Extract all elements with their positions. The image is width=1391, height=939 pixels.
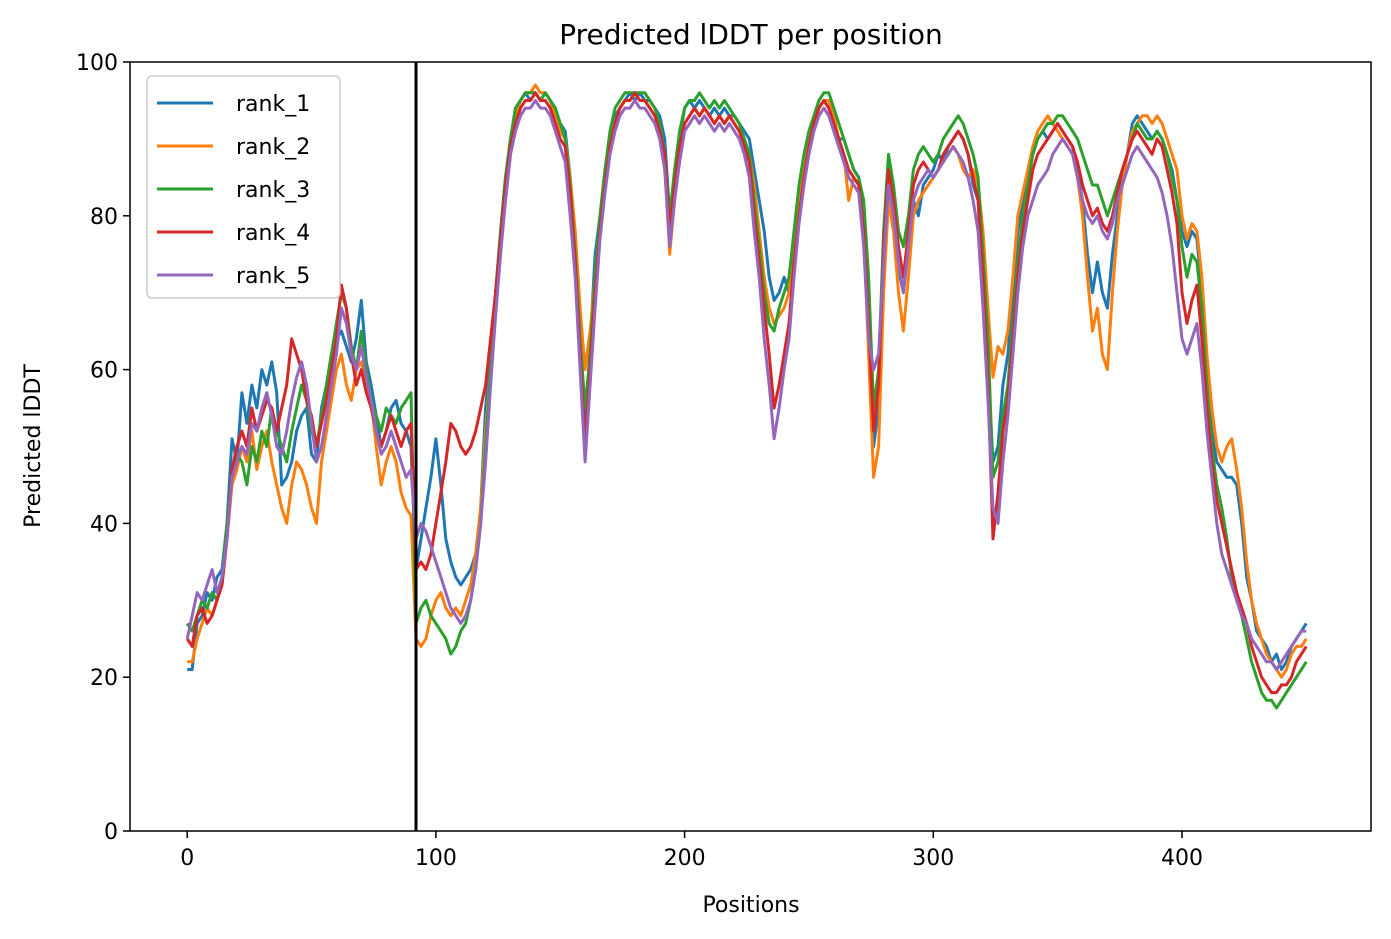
x-axis-label: Positions: [702, 893, 799, 918]
legend-label: rank_2: [236, 135, 310, 160]
series-lines: [185, 83, 1308, 710]
legend-label: rank_5: [236, 264, 310, 289]
y-tick-label: 40: [90, 512, 118, 537]
y-tick-label: 100: [76, 51, 118, 76]
y-tick-label: 80: [90, 205, 118, 230]
x-tick-label: 200: [664, 846, 706, 871]
legend-label: rank_3: [236, 178, 310, 203]
legend-box: [146, 75, 341, 299]
legend-label: rank_1: [236, 92, 310, 117]
y-tick-label: 60: [90, 359, 118, 384]
plot-frame: [129, 61, 1372, 832]
y-axis: 0 20 40 60 80 100: [76, 51, 130, 845]
legend: rank_1 rank_2 rank_3 rank_4 rank_5: [146, 75, 341, 299]
x-tick-label: 100: [415, 846, 457, 871]
chart-title: Predicted lDDT per position: [559, 18, 943, 51]
plot-area: [185, 62, 1308, 831]
x-axis: 0 100 200 300 400: [180, 831, 1203, 871]
y-axis-label: Predicted lDDT: [21, 364, 46, 528]
x-tick-label: 300: [912, 846, 954, 871]
series-line-rank-5: [185, 99, 1307, 671]
legend-label: rank_4: [236, 221, 310, 246]
x-tick-label: 0: [180, 846, 194, 871]
y-tick-label: 20: [90, 666, 118, 691]
y-tick-label: 0: [104, 820, 118, 845]
x-tick-label: 400: [1161, 846, 1203, 871]
